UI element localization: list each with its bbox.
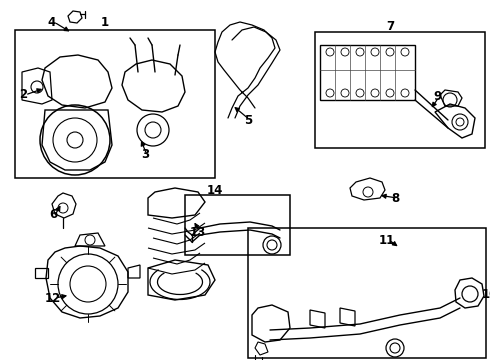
- Text: 11: 11: [379, 234, 395, 247]
- Text: 10: 10: [482, 288, 490, 302]
- Text: 1: 1: [101, 15, 109, 28]
- Text: 9: 9: [433, 90, 441, 104]
- Bar: [185, 195, 290, 255]
- Text: 2: 2: [19, 89, 27, 102]
- Bar: [15, 30, 215, 178]
- Text: 13: 13: [190, 225, 206, 238]
- Text: 6: 6: [49, 208, 57, 221]
- Text: 5: 5: [244, 113, 252, 126]
- Text: 14: 14: [207, 184, 223, 197]
- Bar: [248, 228, 486, 358]
- Text: 8: 8: [391, 192, 399, 204]
- Text: 7: 7: [386, 21, 394, 33]
- Text: 3: 3: [141, 148, 149, 162]
- Text: 12: 12: [45, 292, 61, 305]
- Bar: [315, 32, 485, 148]
- Bar: [320, 45, 415, 100]
- Text: 4: 4: [48, 15, 56, 28]
